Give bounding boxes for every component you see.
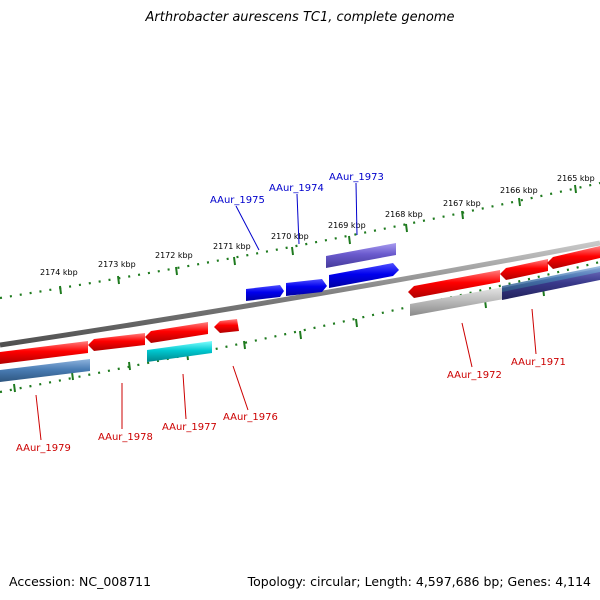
gene-aaur-1973-feature[interactable]: [326, 243, 396, 268]
major-tick: [348, 235, 351, 245]
scale-label: 2171 kbp: [213, 242, 251, 251]
leader-aaur-1974: [296, 193, 300, 245]
scale-label: 2170 kbp: [271, 232, 309, 241]
major-tick: [355, 318, 358, 328]
upper-scale: [0, 181, 600, 300]
gene-label[interactable]: AAur_1974: [269, 183, 324, 194]
genome-summary-text: Topology: circular; Length: 4,597,686 bp…: [247, 574, 591, 589]
gene-labels: AAur_1975 AAur_1974 AAur_1973 AAur_1979 …: [16, 172, 566, 454]
major-tick: [461, 210, 464, 220]
leader-aaur-1972: [461, 322, 473, 368]
major-tick: [117, 275, 120, 285]
gene-label[interactable]: AAur_1977: [162, 422, 217, 433]
scale-label: 2172 kbp: [155, 251, 193, 260]
scale-label: 2165 kbp: [557, 174, 595, 183]
scale-label: 2174 kbp: [40, 268, 78, 277]
gene-aaur-1973[interactable]: [329, 263, 399, 288]
gene-aaur-1975[interactable]: [246, 285, 284, 301]
gene-aaur-1972-feature[interactable]: [410, 287, 504, 316]
gene-label[interactable]: AAur_1975: [210, 195, 265, 206]
gene-aaur-1974[interactable]: [286, 279, 327, 296]
major-tick: [233, 256, 236, 266]
forward-genes: [246, 243, 399, 301]
major-tick: [13, 383, 16, 393]
leader-aaur-1979: [35, 394, 42, 441]
gene-aaur-1972[interactable]: [408, 270, 500, 298]
leader-aaur-1973: [355, 182, 358, 236]
leader-lines: [35, 182, 537, 441]
gene-aaur-1970-feature[interactable]: [502, 266, 600, 292]
gene-label[interactable]: AAur_1979: [16, 443, 71, 454]
major-tick: [59, 285, 62, 295]
leader-aaur-1977: [182, 373, 187, 420]
major-tick: [574, 184, 577, 194]
leader-aaur-1975: [235, 205, 260, 251]
gene-label[interactable]: AAur_1972: [447, 370, 502, 381]
major-tick: [299, 330, 302, 340]
genome-backbone: [0, 240, 600, 348]
scale-label: 2173 kbp: [98, 260, 136, 269]
major-tick: [405, 223, 408, 233]
major-tick: [71, 371, 74, 381]
gene-label[interactable]: AAur_1971: [511, 357, 566, 368]
major-tick: [128, 361, 131, 371]
gene-aaur-1978[interactable]: [88, 333, 145, 351]
gene-label[interactable]: AAur_1973: [329, 172, 384, 183]
scale-label: 2168 kbp: [385, 210, 423, 219]
gene-aaur-1977-feature[interactable]: [147, 341, 212, 362]
gene-aaur-1979[interactable]: [0, 341, 88, 364]
gene-aaur-1971[interactable]: [500, 259, 548, 280]
major-tick: [518, 197, 521, 207]
gene-aaur-1976[interactable]: [214, 319, 239, 333]
major-tick: [291, 246, 294, 256]
gene-label[interactable]: AAur_1976: [223, 412, 278, 423]
major-tick: [175, 266, 178, 276]
scale-label: 2169 kbp: [328, 221, 366, 230]
gene-aaur-1979-feature[interactable]: [0, 359, 90, 382]
leader-aaur-1971: [531, 308, 537, 355]
gene-label[interactable]: AAur_1978: [98, 432, 153, 443]
accession-text: Accession: NC_008711: [9, 574, 152, 589]
scale-labels: 2174 kbp 2173 kbp 2172 kbp 2171 kbp 2170…: [40, 174, 595, 277]
major-tick: [243, 340, 246, 350]
gene-aaur-1977[interactable]: [145, 322, 208, 343]
scale-label: 2167 kbp: [443, 199, 481, 208]
gene-aaur-1970[interactable]: [547, 246, 600, 269]
reverse-genes: [0, 246, 600, 382]
map-title: Arthrobacter aurescens TC1, complete gen…: [145, 10, 455, 25]
scale-label: 2166 kbp: [500, 186, 538, 195]
leader-aaur-1976: [232, 365, 249, 411]
